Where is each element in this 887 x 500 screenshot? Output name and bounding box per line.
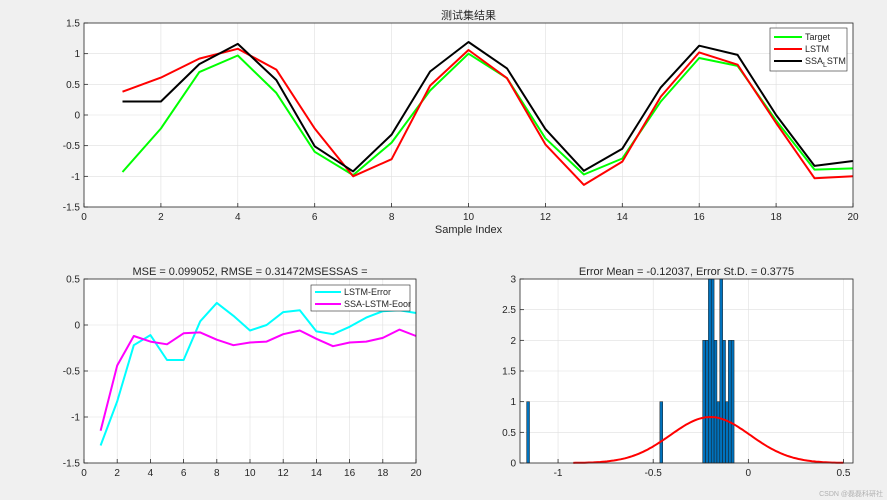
x-tick-label: 0: [746, 468, 752, 479]
histogram-bar: [725, 401, 729, 464]
y-tick-label: 0: [510, 459, 516, 470]
normal-fit-curve: [573, 415, 844, 464]
series-line-ssa-lstm: [122, 41, 854, 173]
legend-box: [310, 284, 411, 312]
y-tick-label: 3: [510, 275, 516, 286]
x-tick-label: 8: [214, 468, 220, 479]
y-tick-label: 1.5: [66, 19, 80, 30]
y-tick-label: -1.5: [63, 203, 81, 214]
x-tick-label: 2: [114, 468, 120, 479]
chart-title: MSE = 0.099052, RMSE = 0.31472MSESSAS =: [132, 266, 367, 278]
y-tick-label: -1.5: [63, 459, 81, 470]
legend: Target LSTM SSALSTM: [769, 27, 848, 72]
x-tick-label: -1: [554, 468, 563, 479]
y-tick-label: 2.5: [502, 305, 516, 316]
series-group: [121, 41, 854, 186]
histogram-bar: [702, 340, 706, 464]
histogram-bar: [705, 340, 709, 464]
x-tick-label: 6: [181, 468, 187, 479]
legend-rest: STM: [827, 56, 846, 66]
histogram-bar: [722, 340, 726, 464]
x-axis-label: Sample Index: [435, 224, 503, 236]
y-tick-label: 0: [74, 321, 80, 332]
chart-title: 测试集结果: [441, 8, 496, 22]
x-tick-label: 2: [158, 212, 164, 223]
x-tick-label: 18: [377, 468, 389, 479]
x-tick-label: 14: [617, 212, 629, 223]
histogram-bar: [728, 340, 732, 464]
histogram-bar: [708, 278, 712, 464]
legend-label-ssa-lstm-error: SSA-LSTM-Eoor: [344, 299, 411, 309]
tick-labels: 0 2 4 6 8 10 12 14 16 18 20 -1.5 -1 -0.5 0 0.5 1 1.5: [63, 19, 859, 224]
y-tick-label: 0: [74, 111, 80, 122]
x-tick-label: 0.5: [837, 468, 851, 479]
y-tick-label: 1: [74, 49, 80, 60]
watermark: CSDN @磊磊科研社: [819, 489, 883, 498]
y-tick-label: -0.5: [63, 141, 81, 152]
y-tick-label: -1: [71, 413, 80, 424]
x-tick-label: 8: [389, 212, 395, 223]
histogram-bar: [730, 340, 735, 464]
series-line-lstm: [122, 47, 854, 186]
y-tick-label: 0.5: [66, 275, 80, 286]
top-chart: 0 2 4 6 8 10 12 14 16 18 20 -1.5 -1 -0.5 0 0.5 1 1.5 测试集结…: [63, 8, 859, 236]
x-tick-label: 12: [540, 212, 552, 223]
x-tick-label: 16: [344, 468, 356, 479]
x-tick-label: 18: [771, 212, 783, 223]
x-tick-label: 0: [81, 212, 87, 223]
y-tick-label: -0.5: [63, 367, 81, 378]
y-tick-label: 1.5: [502, 367, 516, 378]
series-line-lstm-error: [99, 301, 417, 446]
y-tick-label: 0.5: [66, 80, 80, 91]
histogram-bar: [719, 278, 723, 464]
y-tick-label: 2: [510, 336, 516, 347]
histogram-bar: [659, 401, 663, 464]
x-tick-label: 4: [148, 468, 154, 479]
legend-label-target: Target: [805, 32, 831, 42]
histogram-bar: [710, 278, 715, 464]
series-line-ssa-lstm-eoor: [99, 328, 417, 432]
error-chart: 0 2 4 6 8 10 12 14 16 18 20 -1.5 -1 -0.5 0 0.5 MSE = 0.…: [63, 266, 422, 479]
x-tick-label: 6: [312, 212, 318, 223]
y-tick-label: 1: [510, 397, 516, 408]
histogram-chart: -1 -0.5 0 0.5 0 0.5 1 1.5 2 2.5 3 Error Mean = -0.…: [502, 266, 854, 480]
x-tick-label: 16: [694, 212, 706, 223]
x-tick-label: -0.5: [645, 468, 663, 479]
legend: LSTM-Error SSA-LSTM-Eoor: [310, 284, 411, 312]
x-tick-label: 20: [410, 468, 422, 479]
series-group: [99, 301, 417, 446]
legend-label-ssa-lstm: SSALSTM: [805, 56, 846, 69]
x-tick-label: 14: [311, 468, 323, 479]
y-tick-label: -1: [71, 172, 80, 183]
histogram-bar: [526, 401, 530, 464]
x-tick-label: 0: [81, 468, 87, 479]
tick-labels: -1 -0.5 0 0.5 0 0.5 1 1.5 2 2.5 3: [502, 275, 851, 480]
legend-subscript: L: [823, 62, 827, 69]
legend-label-lstm-error: LSTM-Error: [344, 287, 391, 297]
x-tick-label: 10: [244, 468, 256, 479]
x-tick-label: 12: [278, 468, 290, 479]
histogram-bar: [716, 401, 721, 464]
series-line-target: [121, 52, 854, 177]
legend-label-lstm: LSTM: [805, 44, 829, 54]
y-tick-label: 0.5: [502, 428, 516, 439]
x-tick-label: 4: [235, 212, 241, 223]
histogram-bar: [713, 340, 718, 464]
tick-labels: 0 2 4 6 8 10 12 14 16 18 20 -1.5 -1 -0.5 0 0.5: [63, 275, 422, 480]
x-tick-label: 20: [847, 212, 859, 223]
chart-title: Error Mean = -0.12037, Error St.D. = 0.3…: [579, 266, 794, 278]
x-tick-label: 10: [463, 212, 475, 223]
